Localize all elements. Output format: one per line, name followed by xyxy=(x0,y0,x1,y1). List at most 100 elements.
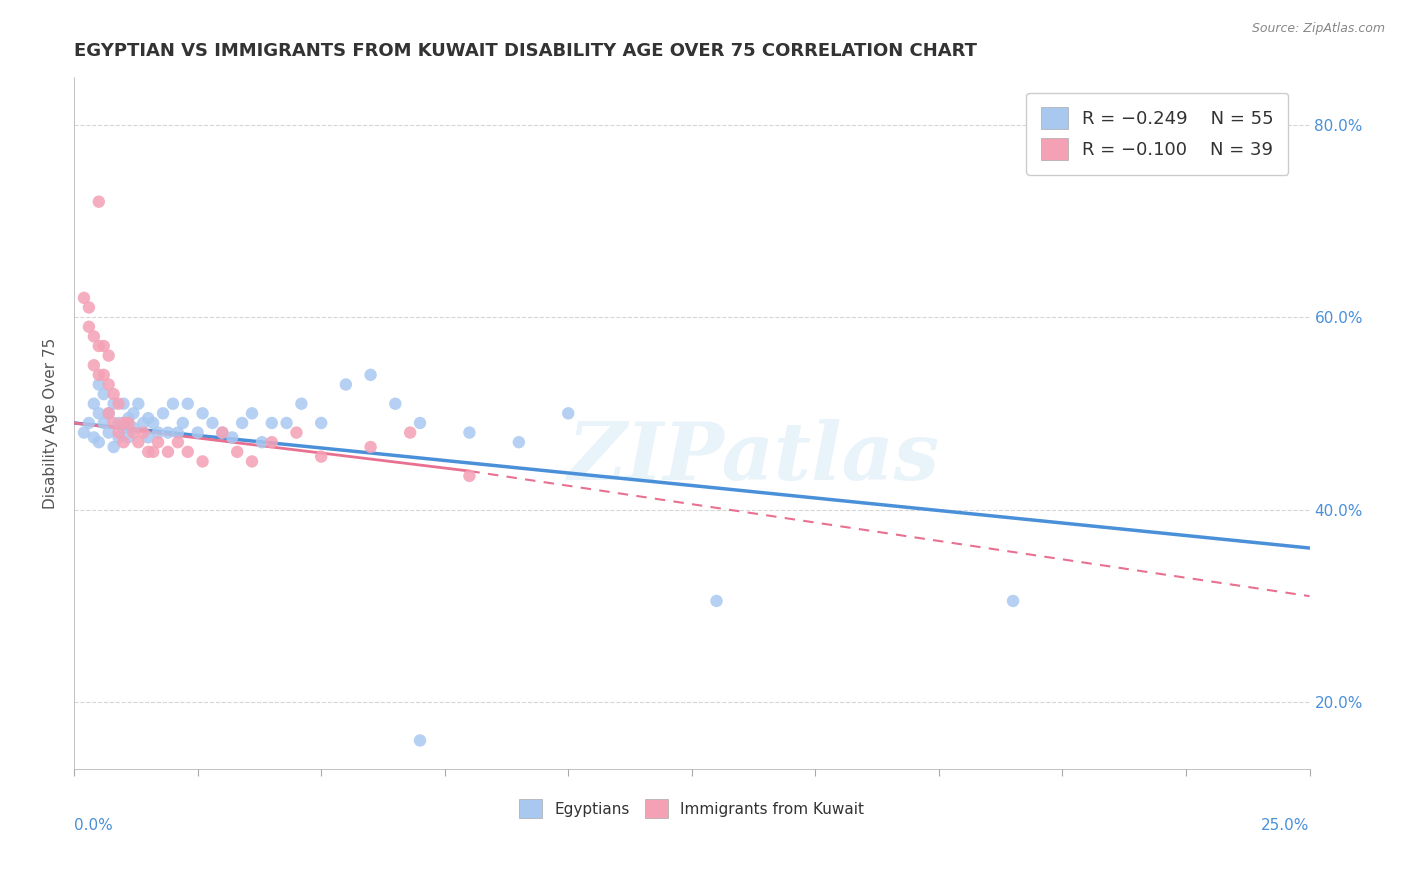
Point xyxy=(309,416,332,430)
Point xyxy=(112,435,135,450)
Point xyxy=(117,416,139,430)
Point xyxy=(360,440,382,454)
Point xyxy=(83,329,105,343)
Point xyxy=(107,425,129,440)
Point xyxy=(146,425,169,440)
Point xyxy=(384,397,406,411)
Point xyxy=(122,421,145,435)
Point xyxy=(97,377,120,392)
Point xyxy=(276,416,298,430)
Point xyxy=(309,450,332,464)
Point xyxy=(211,425,233,440)
Point xyxy=(87,339,110,353)
Point xyxy=(231,416,253,430)
Point xyxy=(226,445,249,459)
Point xyxy=(83,430,105,444)
Point xyxy=(508,435,530,450)
Point xyxy=(399,425,422,440)
Point xyxy=(73,291,96,305)
Point xyxy=(103,387,125,401)
Text: 25.0%: 25.0% xyxy=(1261,818,1309,833)
Point xyxy=(409,733,432,747)
Point xyxy=(93,416,115,430)
Point xyxy=(103,416,125,430)
Point xyxy=(409,416,432,430)
Point xyxy=(260,435,283,450)
Point xyxy=(557,406,579,420)
Point xyxy=(285,425,308,440)
Point xyxy=(73,425,96,440)
Point xyxy=(83,358,105,372)
Point xyxy=(103,440,125,454)
Point xyxy=(127,435,149,450)
Y-axis label: Disability Age Over 75: Disability Age Over 75 xyxy=(44,337,58,508)
Point xyxy=(77,301,100,315)
Point xyxy=(167,425,190,440)
Point xyxy=(360,368,382,382)
Point xyxy=(77,319,100,334)
Point xyxy=(87,406,110,420)
Point xyxy=(1001,594,1024,608)
Point xyxy=(142,445,165,459)
Point xyxy=(97,349,120,363)
Point xyxy=(240,406,263,420)
Point xyxy=(117,411,139,425)
Point xyxy=(191,406,214,420)
Point xyxy=(187,425,209,440)
Point xyxy=(127,397,149,411)
Point xyxy=(107,430,129,444)
Point xyxy=(221,430,243,444)
Point xyxy=(167,435,190,450)
Point xyxy=(290,397,312,411)
Legend: Egyptians, Immigrants from Kuwait: Egyptians, Immigrants from Kuwait xyxy=(513,793,870,824)
Point xyxy=(97,406,120,420)
Text: ZIPatlas: ZIPatlas xyxy=(568,419,939,496)
Point xyxy=(97,406,120,420)
Point xyxy=(122,406,145,420)
Point xyxy=(136,445,159,459)
Text: Source: ZipAtlas.com: Source: ZipAtlas.com xyxy=(1251,22,1385,36)
Point xyxy=(112,397,135,411)
Point xyxy=(177,445,200,459)
Point xyxy=(103,397,125,411)
Point xyxy=(107,416,129,430)
Point xyxy=(87,368,110,382)
Point xyxy=(177,397,200,411)
Point xyxy=(191,454,214,468)
Point xyxy=(112,416,135,430)
Point xyxy=(136,430,159,444)
Point xyxy=(240,454,263,468)
Point xyxy=(458,468,481,483)
Point xyxy=(162,397,184,411)
Point xyxy=(132,416,155,430)
Point xyxy=(93,368,115,382)
Point xyxy=(172,416,194,430)
Point xyxy=(706,594,728,608)
Point xyxy=(260,416,283,430)
Point xyxy=(112,421,135,435)
Point xyxy=(132,425,155,440)
Point xyxy=(87,377,110,392)
Point xyxy=(142,416,165,430)
Point xyxy=(97,425,120,440)
Point xyxy=(77,416,100,430)
Text: 0.0%: 0.0% xyxy=(75,818,112,833)
Point xyxy=(136,411,159,425)
Point xyxy=(107,397,129,411)
Point xyxy=(87,435,110,450)
Point xyxy=(117,430,139,444)
Point xyxy=(156,425,179,440)
Point xyxy=(335,377,357,392)
Point xyxy=(146,435,169,450)
Point xyxy=(93,339,115,353)
Point xyxy=(87,194,110,209)
Point xyxy=(156,445,179,459)
Text: EGYPTIAN VS IMMIGRANTS FROM KUWAIT DISABILITY AGE OVER 75 CORRELATION CHART: EGYPTIAN VS IMMIGRANTS FROM KUWAIT DISAB… xyxy=(75,42,977,60)
Point xyxy=(250,435,273,450)
Point xyxy=(93,387,115,401)
Point xyxy=(201,416,224,430)
Point xyxy=(83,397,105,411)
Point xyxy=(122,425,145,440)
Point xyxy=(211,425,233,440)
Point xyxy=(458,425,481,440)
